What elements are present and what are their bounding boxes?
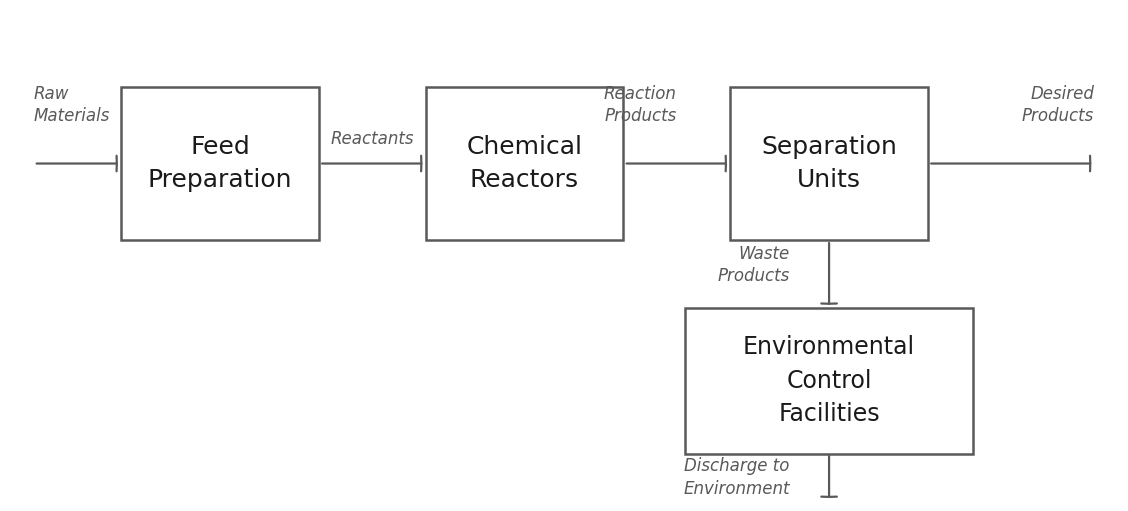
Text: Waste
Products: Waste Products: [717, 245, 790, 286]
Text: Separation
Units: Separation Units: [761, 135, 897, 192]
Text: Feed
Preparation: Feed Preparation: [148, 135, 292, 192]
Bar: [426, 87, 623, 240]
Text: Environmental
Control
Facilities: Environmental Control Facilities: [743, 335, 915, 426]
Bar: [122, 87, 318, 240]
Text: Chemical
Reactors: Chemical Reactors: [467, 135, 582, 192]
Text: Reactants: Reactants: [331, 130, 414, 148]
Text: Reaction
Products: Reaction Products: [603, 85, 677, 125]
Text: Discharge to
Environment: Discharge to Environment: [684, 457, 790, 498]
Bar: [731, 87, 927, 240]
Bar: [685, 308, 972, 454]
Text: Raw
Materials: Raw Materials: [34, 85, 111, 125]
Text: Desired
Products: Desired Products: [1022, 85, 1094, 125]
